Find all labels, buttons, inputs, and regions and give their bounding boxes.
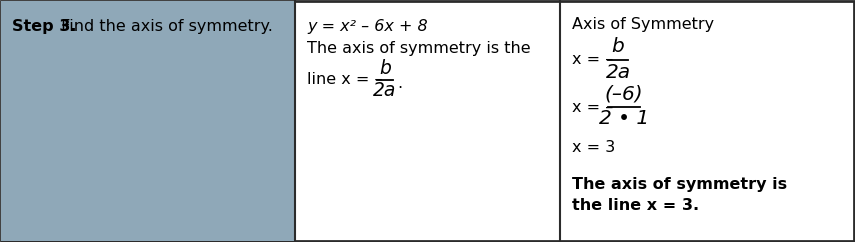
Text: x = 3: x = 3 xyxy=(572,141,616,156)
Text: The axis of symmetry is: The axis of symmetry is xyxy=(572,176,787,191)
Text: Find the axis of symmetry.: Find the axis of symmetry. xyxy=(56,20,273,35)
Text: the line x = 3.: the line x = 3. xyxy=(572,197,699,212)
Text: (–6): (–6) xyxy=(604,84,643,104)
Text: y = x² – 6x + 8: y = x² – 6x + 8 xyxy=(307,20,428,35)
Text: .: . xyxy=(397,76,402,91)
Text: The axis of symmetry is the: The axis of symmetry is the xyxy=(307,41,531,56)
Text: 2a: 2a xyxy=(605,62,631,82)
Text: b: b xyxy=(611,38,624,56)
FancyBboxPatch shape xyxy=(1,1,295,241)
Text: x = –: x = – xyxy=(572,99,613,114)
Text: Axis of Symmetry: Axis of Symmetry xyxy=(572,16,714,31)
Text: x = –: x = – xyxy=(572,53,613,68)
Text: Step 3.: Step 3. xyxy=(12,20,76,35)
Text: b: b xyxy=(379,60,391,78)
Text: line x = –: line x = – xyxy=(307,73,382,88)
Text: 2 • 1: 2 • 1 xyxy=(599,109,649,129)
Text: 2a: 2a xyxy=(374,81,397,99)
